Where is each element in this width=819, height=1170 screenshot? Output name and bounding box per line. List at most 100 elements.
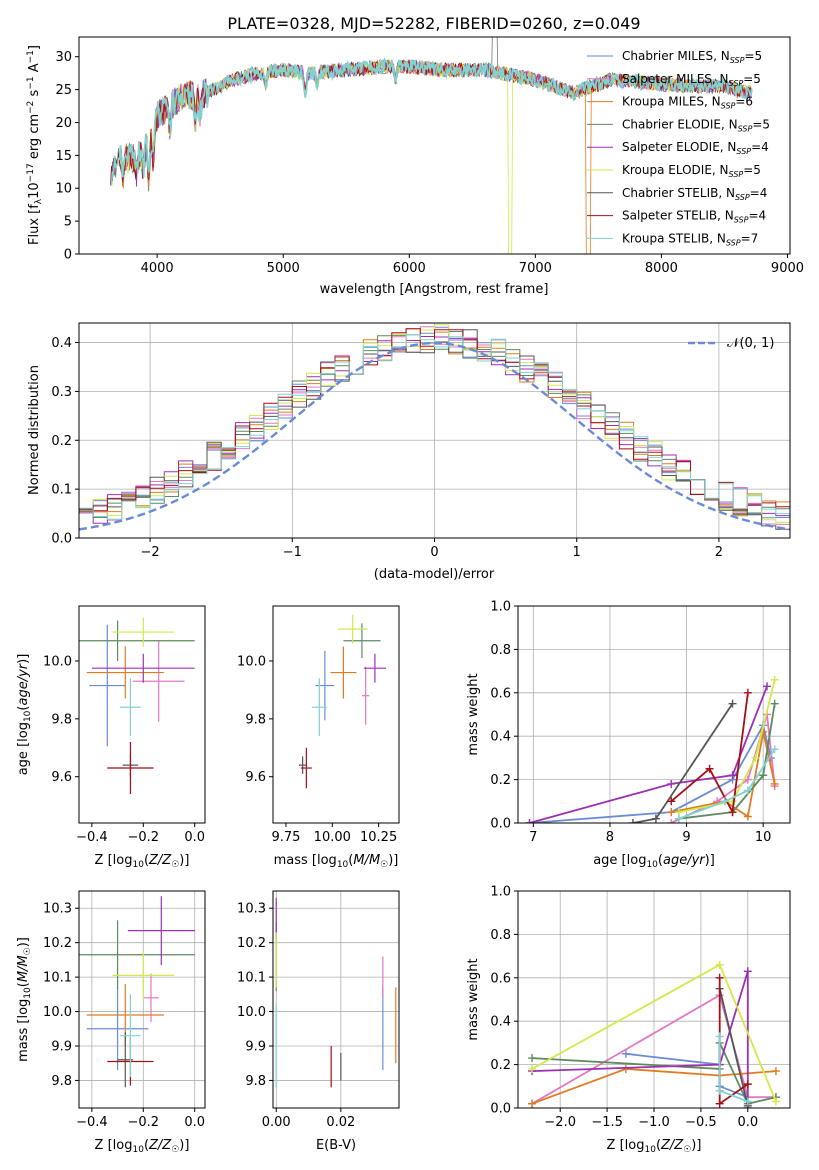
y-tick-label: 9.8 — [245, 712, 266, 727]
y-tick-label: 9.6 — [51, 770, 72, 785]
legend-entry: Kroupa STELIB, NSSP=7 — [622, 231, 758, 247]
y-tick-label: 0.4 — [51, 336, 72, 351]
data-point — [667, 779, 676, 788]
y-tick-label: 1.0 — [490, 600, 511, 615]
age-vs-mass-plot-area — [298, 614, 387, 789]
series-kroupa-elodie — [528, 960, 780, 1106]
x-tick-label: −0.4 — [76, 1115, 108, 1130]
xlabel: Z [log10(Z/Z☉)] — [95, 1138, 190, 1155]
point-salpeter-stelib — [107, 741, 154, 795]
data-point — [771, 1067, 780, 1076]
point-chabrier-elodie — [79, 620, 195, 661]
spectrum-axes: 4000 5000 6000 7000 8000 9000 0 5 10 15 20 25 30 wave… — [26, 36, 804, 297]
spectrum-series-kroupa-stelib — [110, 57, 753, 186]
spectrum-plot-area — [110, 37, 753, 254]
y-tick-label: 10.0 — [43, 654, 72, 669]
x-tick-label: 0 — [430, 545, 438, 560]
point-salpeter-miles — [143, 973, 159, 1022]
point-salpeter-stelib — [300, 747, 312, 789]
x-tick-label: 1 — [573, 545, 581, 560]
series-line — [718, 988, 749, 1107]
y-tick-label: 25 — [55, 83, 72, 98]
weight-vs-age-axes: 7 8 9 10 0.0 0.2 0.4 0.6 0.8 1.0 mass weight age [l… — [466, 600, 791, 870]
series-line — [529, 685, 768, 823]
y-tick-label: 0.0 — [490, 1102, 511, 1117]
data-point — [770, 779, 779, 788]
y-tick-label: 30 — [55, 50, 72, 65]
y-tick-label: 0.2 — [51, 434, 72, 449]
data-point — [743, 688, 752, 697]
x-tick-label: −1 — [283, 545, 302, 560]
y-tick-label: 1.0 — [490, 885, 511, 900]
data-point — [651, 814, 660, 823]
x-tick-label: −2 — [141, 545, 160, 560]
data-point — [628, 819, 637, 823]
data-point — [743, 1080, 752, 1089]
data-point — [728, 771, 737, 780]
point-chabrier-miles — [86, 987, 149, 1071]
x-tick-label: 0.00 — [262, 1115, 291, 1130]
y-tick-label: 0 — [64, 248, 72, 263]
point-salpeter-elodie — [363, 653, 387, 683]
y-tick-label: 9.9 — [245, 1040, 266, 1055]
series-kroupa-stelib — [715, 1032, 752, 1106]
y-tick-label: 10.1 — [237, 971, 266, 986]
data-point — [743, 1097, 752, 1106]
x-tick-label: 7 — [529, 830, 537, 845]
residuals-plot-area — [79, 324, 790, 531]
data-point — [771, 1097, 780, 1106]
legend-entry: Chabrier STELIB, NSSP=4 — [622, 186, 767, 202]
spectrum-legend: Chabrier MILES, NSSP=5 Salpeter MILES, NS… — [587, 49, 770, 247]
y-tick-label: 20 — [55, 116, 72, 131]
legend-entry: Salpeter ELODIE, NSSP=4 — [622, 140, 769, 156]
series-kroupa-miles — [667, 727, 779, 821]
x-tick-label: 0.0 — [184, 1115, 205, 1130]
x-tick-label: 10.25 — [360, 830, 397, 845]
data-point — [715, 973, 724, 982]
y-tick-label: 10.0 — [43, 1005, 72, 1020]
data-point — [621, 1064, 630, 1073]
mass-vs-Z-axes: −0.4 −0.2 0.0 9.8 9.9 10.0 10.1 10.2 10.3 Z [log1… — [16, 890, 206, 1155]
y-tick-label: 0.1 — [51, 483, 72, 498]
mass-vs-ebv-plot-area — [275, 897, 397, 1088]
point-chabrier-miles — [315, 650, 335, 721]
data-point — [770, 745, 779, 754]
x-tick-label: −0.2 — [127, 830, 159, 845]
point-kroupa-miles — [330, 646, 357, 699]
data-point — [674, 814, 683, 823]
legend-entry: Salpeter MILES, NSSP=5 — [622, 72, 761, 88]
data-point — [528, 1054, 537, 1063]
data-point — [715, 1086, 724, 1095]
spectrum-xlabel: wavelength [Angstrom, rest frame] — [320, 282, 549, 297]
mass-vs-ebv-axes: 0.00 0.02 9.8 9.9 10.0 10.1 10.2 10.3 E(B-V) — [237, 890, 400, 1153]
y-tick-label: 9.8 — [245, 1074, 266, 1089]
series-line — [678, 679, 776, 813]
y-tick-label: 10.3 — [237, 902, 266, 917]
y-tick-label: 9.8 — [51, 1074, 72, 1089]
x-tick-label: 6000 — [393, 261, 426, 276]
data-point — [743, 812, 752, 821]
point-chabrier-elodie — [79, 920, 195, 990]
x-tick-label: 10.00 — [314, 830, 351, 845]
ylabel: mass weight — [466, 673, 481, 755]
legend-entry: Kroupa ELODIE, NSSP=5 — [622, 163, 761, 179]
y-tick-label: 0.3 — [51, 385, 72, 400]
y-tick-label: 0.4 — [490, 1015, 511, 1030]
y-tick-label: 10.0 — [237, 1005, 266, 1020]
residuals-axes: −2 −1 0 1 2 0.0 0.1 0.2 0.3 0.4 𝒩(0, 1) (data-model… — [27, 322, 791, 582]
data-point — [728, 808, 737, 817]
x-tick-label: 8000 — [645, 261, 678, 276]
point-salpeter-miles — [133, 640, 185, 722]
y-tick-label: 9.9 — [51, 1040, 72, 1055]
x-tick-label: 0.0 — [737, 1115, 758, 1130]
y-tick-label: 9.6 — [245, 770, 266, 785]
point-salpeter-elodie — [127, 896, 195, 966]
x-tick-label: 9000 — [771, 261, 804, 276]
series-line — [678, 748, 776, 820]
residuals-xlabel: (data-model)/error — [374, 567, 495, 582]
point-kroupa-stelib — [311, 678, 327, 737]
x-tick-label: −2.0 — [544, 1115, 576, 1130]
data-point — [751, 753, 760, 762]
legend-entry: Salpeter STELIB, NSSP=4 — [622, 209, 766, 225]
